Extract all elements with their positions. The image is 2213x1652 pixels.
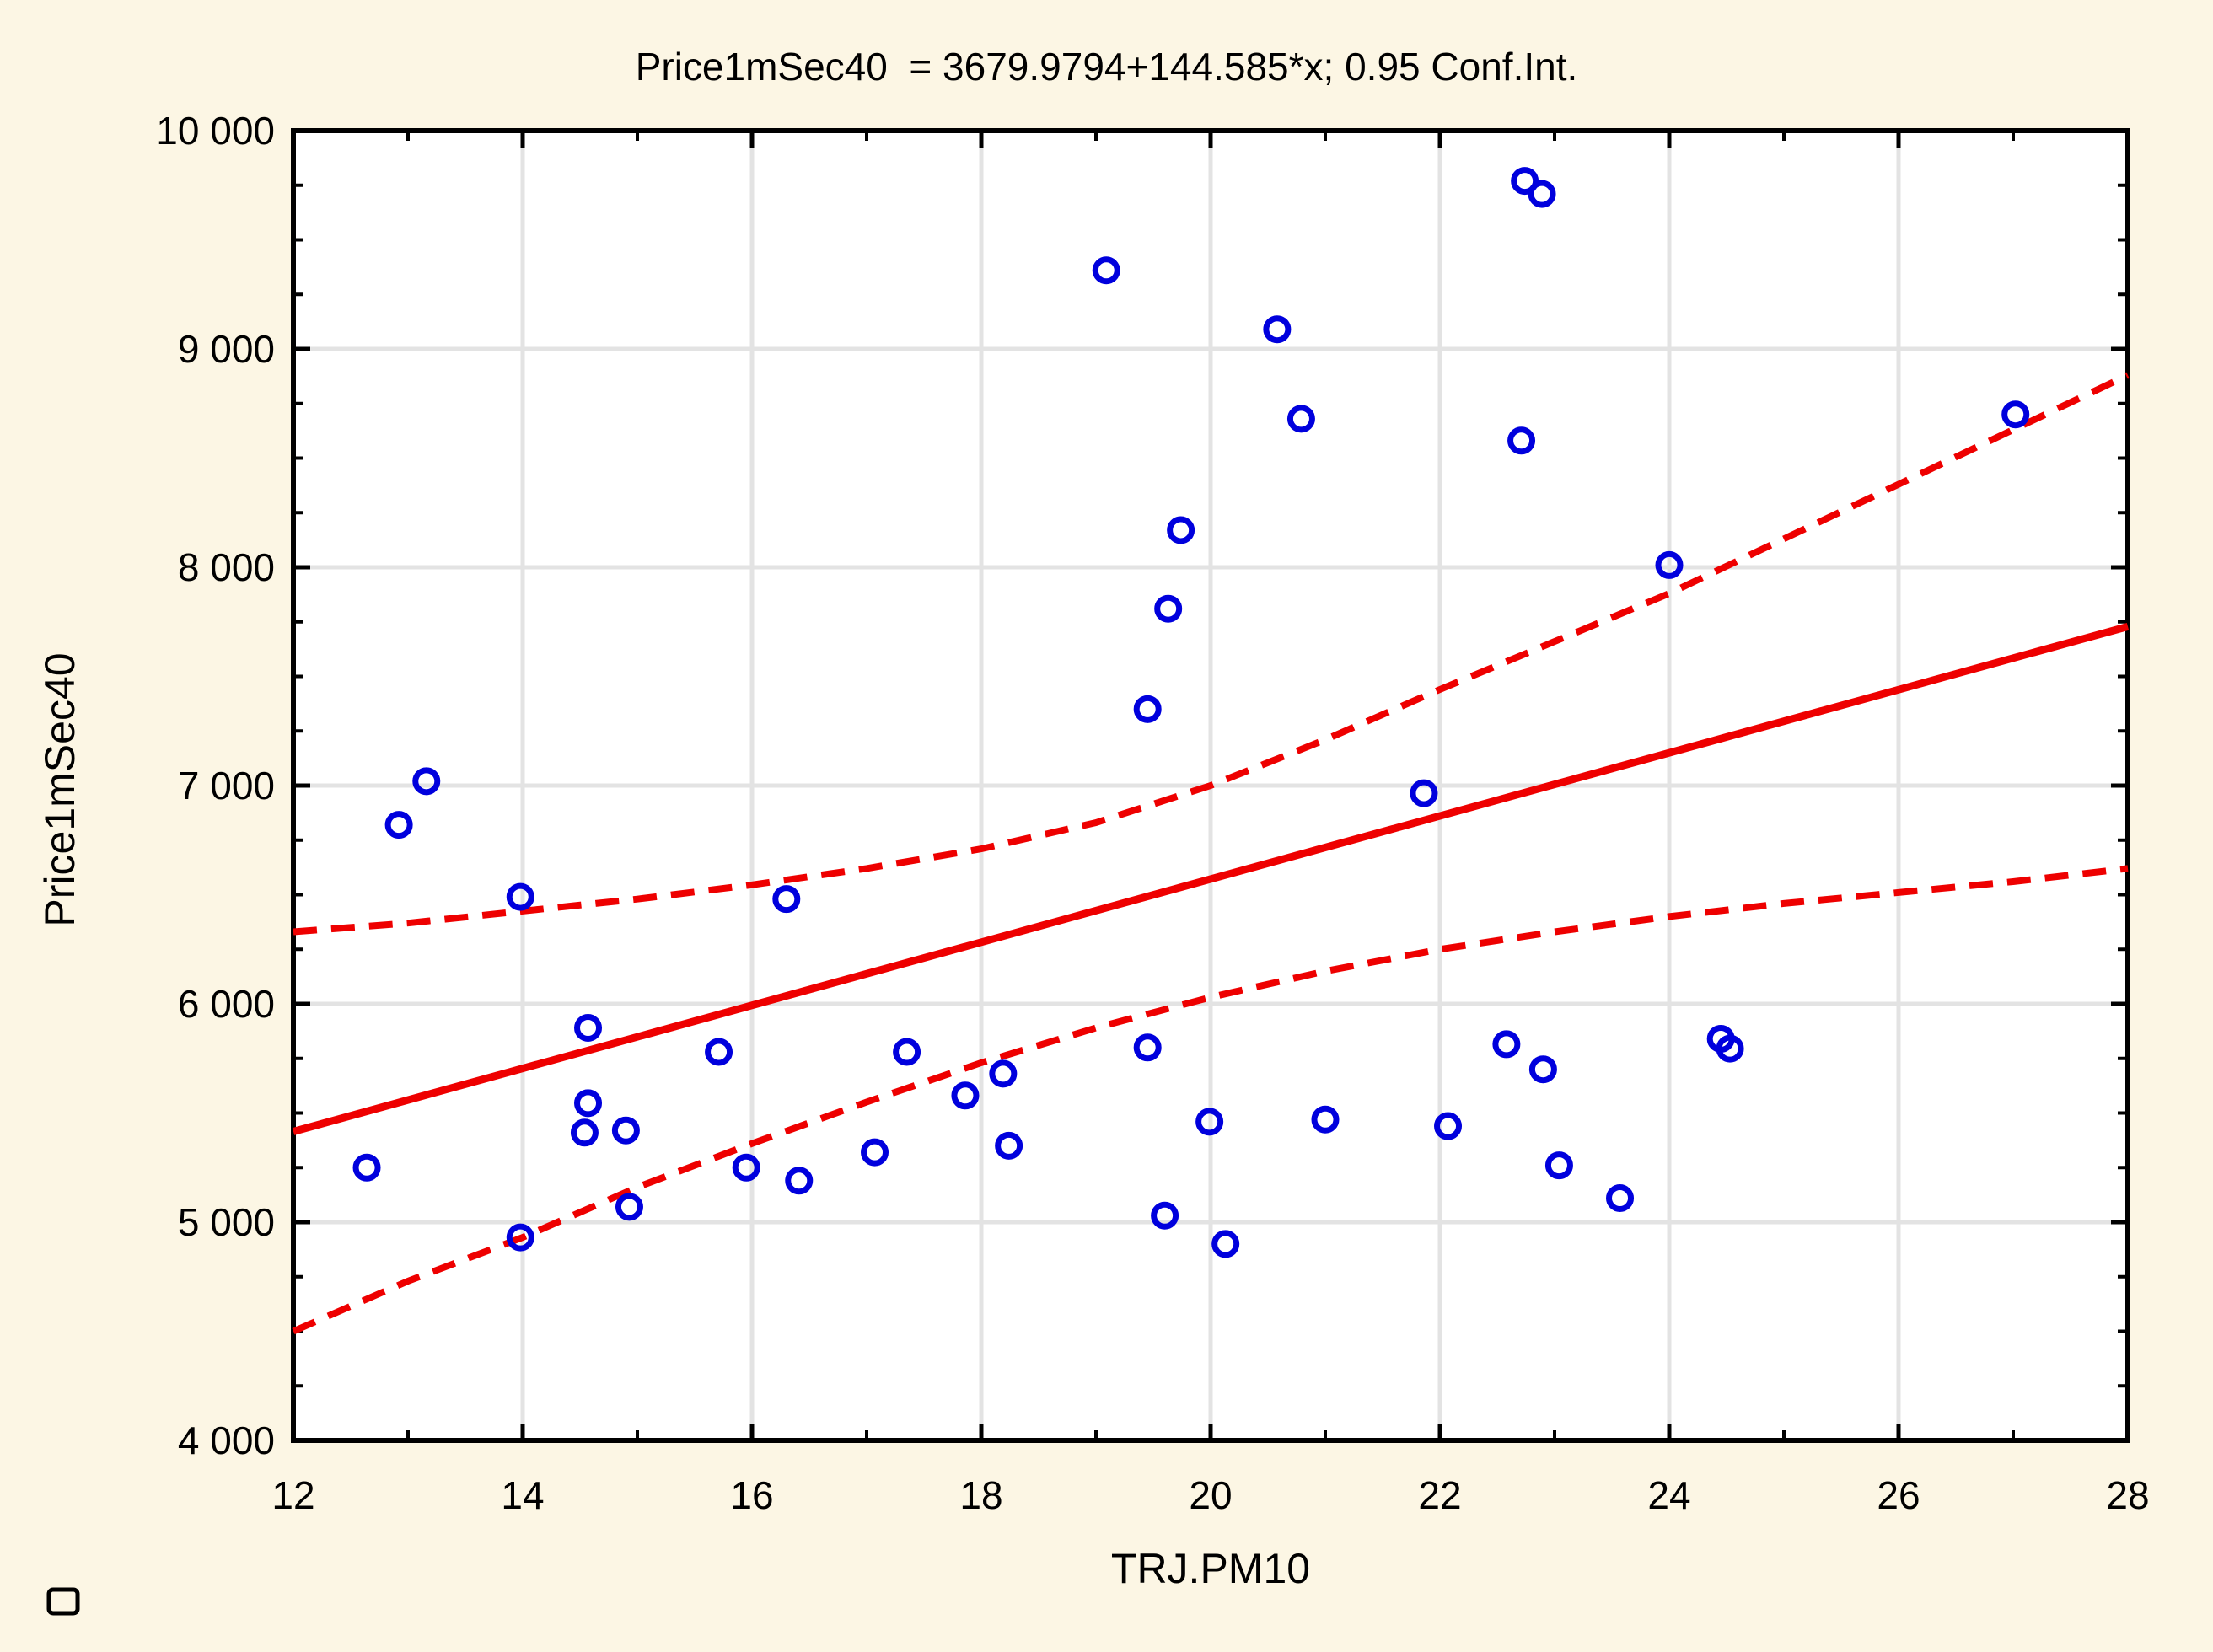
x-tick-label: 14: [501, 1473, 544, 1517]
y-axis-title: Price1mSec40: [36, 652, 83, 927]
y-tick-label: 6 000: [178, 982, 275, 1026]
x-tick-label: 18: [959, 1473, 1002, 1517]
data-point[interactable]: [1151, 1201, 1179, 1230]
data-point[interactable]: [570, 1118, 599, 1147]
x-tick-label: 16: [730, 1473, 773, 1517]
y-tick-label: 7 000: [178, 764, 275, 807]
x-tick-label: 26: [1877, 1473, 1920, 1517]
data-point[interactable]: [611, 1116, 640, 1145]
x-tick-label: 28: [2106, 1473, 2149, 1517]
confidence-band-upper: [293, 372, 2130, 936]
data-point[interactable]: [705, 1038, 733, 1066]
data-point[interactable]: [574, 1089, 603, 1118]
y-tick-label: 10 000: [156, 109, 275, 153]
y-tick-label: 8 000: [178, 545, 275, 589]
data-point[interactable]: [1092, 256, 1120, 285]
x-axis-title: TRJ.PM10: [1110, 1545, 1311, 1592]
confidence-band-lower: [292, 865, 2129, 1335]
x-tick-label: 12: [271, 1473, 314, 1517]
data-point[interactable]: [1286, 405, 1315, 433]
x-tick-label: 24: [1647, 1473, 1690, 1517]
data-point[interactable]: [1492, 1030, 1521, 1059]
data-point[interactable]: [1544, 1151, 1573, 1180]
data-point[interactable]: [893, 1038, 921, 1066]
data-point[interactable]: [1511, 167, 1539, 196]
regression-line: [292, 623, 2130, 1135]
data-point[interactable]: [352, 1153, 381, 1182]
data-point[interactable]: [1434, 1112, 1463, 1140]
data-point[interactable]: [951, 1081, 980, 1110]
data-point[interactable]: [995, 1131, 1023, 1160]
data-point[interactable]: [1211, 1230, 1240, 1258]
data-point[interactable]: [615, 1193, 643, 1221]
data-point[interactable]: [1606, 1184, 1635, 1213]
data-point[interactable]: [1133, 1033, 1162, 1062]
data-point[interactable]: [1716, 1034, 1744, 1063]
data-point[interactable]: [772, 885, 801, 914]
data-point[interactable]: [1263, 315, 1292, 344]
data-point[interactable]: [1167, 516, 1195, 544]
data-point[interactable]: [989, 1059, 1018, 1088]
y-tick-label: 5 000: [178, 1200, 275, 1244]
data-point[interactable]: [861, 1138, 889, 1167]
data-point[interactable]: [732, 1153, 760, 1182]
data-point[interactable]: [574, 1013, 603, 1042]
data-point[interactable]: [1195, 1108, 1224, 1136]
data-point[interactable]: [506, 1223, 534, 1252]
chart-title: Price1mSec40 = 3679.9794+144.585*x; 0.95…: [635, 45, 1578, 88]
data-point[interactable]: [1133, 695, 1162, 723]
data-point[interactable]: [1528, 180, 1556, 208]
x-tick-label: 20: [1189, 1473, 1232, 1517]
data-point[interactable]: [384, 811, 413, 839]
y-tick-label: 4 000: [178, 1419, 275, 1462]
corner-marker-icon: [46, 1587, 80, 1616]
data-point[interactable]: [1410, 779, 1438, 807]
data-point[interactable]: [1528, 1055, 1557, 1084]
data-point[interactable]: [1507, 426, 1536, 455]
y-tick-label: 9 000: [178, 327, 275, 371]
x-tick-label: 22: [1418, 1473, 1461, 1517]
data-point[interactable]: [2001, 400, 2030, 429]
data-point[interactable]: [412, 767, 441, 796]
data-point[interactable]: [1311, 1105, 1340, 1134]
data-point[interactable]: [785, 1167, 814, 1195]
data-point[interactable]: [1154, 594, 1183, 623]
data-point[interactable]: [1655, 550, 1684, 579]
data-point[interactable]: [506, 882, 534, 911]
plot-border: [291, 128, 2130, 1443]
